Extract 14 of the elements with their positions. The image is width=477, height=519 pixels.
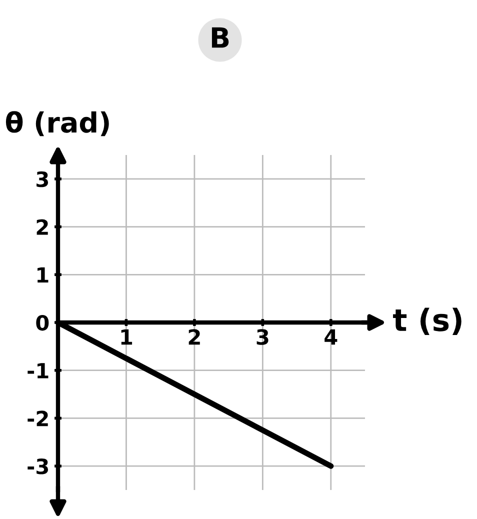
x-tick-label: 1 [121,329,132,345]
y-tick-label: -1 [28,363,48,378]
chart-title: B [212,27,229,48]
y-tick-label: 2 [36,219,48,235]
y-tick-label: 3 [36,171,48,188]
y-tick-label: -3 [28,458,48,474]
x-tick-label: 4 [324,329,338,345]
x-axis-title: t (s) [393,308,462,335]
y-tick-label: 0 [36,314,49,331]
y-tick-label: 1 [38,267,48,283]
x-tick-label: 3 [256,329,268,345]
x-tick-label: 2 [188,329,200,345]
y-axis-title: θ (rad) [6,111,109,136]
y-tick-label: -2 [28,410,48,426]
